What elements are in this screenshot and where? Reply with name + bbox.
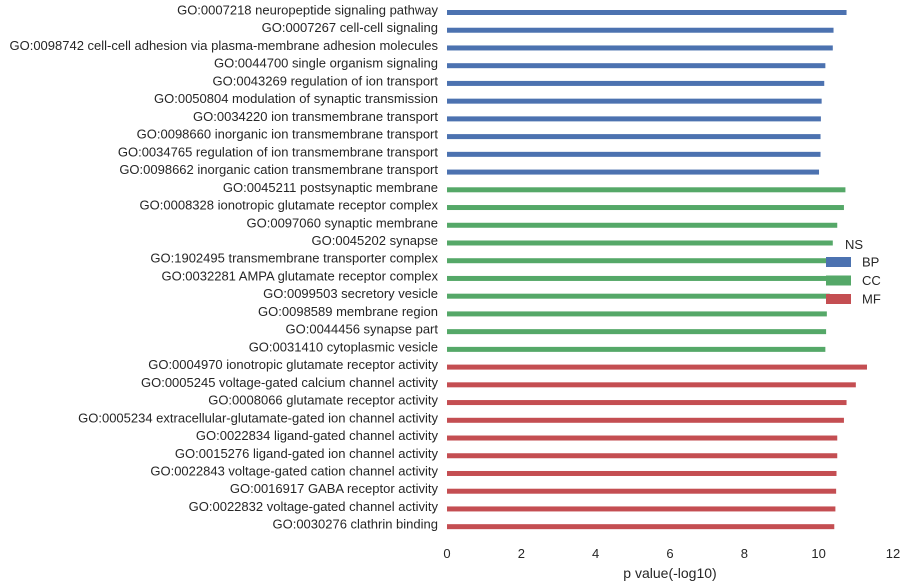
- bar-bp: [447, 169, 820, 175]
- category-label: GO:0099503 secretory vesicle: [263, 286, 438, 301]
- bar-cc: [447, 240, 833, 246]
- category-label: GO:0030276 clathrin binding: [272, 517, 438, 532]
- category-label: GO:1902495 transmembrane transporter com…: [150, 251, 438, 266]
- x-tick-label: 10: [811, 546, 825, 561]
- bar-bp: [447, 116, 821, 122]
- bar-mf: [447, 364, 867, 370]
- bar-bp: [447, 63, 826, 69]
- bar-mf: [447, 524, 835, 530]
- category-label: GO:0005234 extracellular-glutamate-gated…: [78, 410, 438, 425]
- category-label: GO:0045202 synapse: [312, 233, 438, 248]
- x-axis-title: p value(-log10): [623, 565, 716, 581]
- x-tick-label: 6: [666, 546, 673, 561]
- legend-swatch-mf: [826, 294, 851, 304]
- bar-bp: [447, 134, 821, 140]
- legend-label-cc: CC: [862, 273, 881, 288]
- category-label: GO:0050804 modulation of synaptic transm…: [154, 91, 438, 106]
- category-label: GO:0098742 cell-cell adhesion via plasma…: [9, 38, 438, 53]
- bar-mf: [447, 382, 856, 388]
- bar-mf: [447, 400, 847, 406]
- bar-mf: [447, 453, 838, 459]
- category-label: GO:0044700 single organism signaling: [214, 56, 438, 71]
- legend-title: NS: [845, 237, 863, 252]
- bar-cc: [447, 187, 846, 193]
- bar-bp: [447, 45, 833, 51]
- bar-cc: [447, 275, 830, 281]
- category-label: GO:0022843 voltage-gated cation channel …: [150, 463, 438, 478]
- x-tick-label: 12: [886, 546, 900, 561]
- category-label: GO:0004970 ionotropic glutamate receptor…: [148, 357, 438, 372]
- bar-cc: [447, 346, 826, 352]
- category-label: GO:0097060 synaptic membrane: [247, 215, 439, 230]
- category-label: GO:0043269 regulation of ion transport: [213, 73, 439, 88]
- bar-cc: [447, 222, 838, 228]
- category-label: GO:0034765 regulation of ion transmembra…: [118, 144, 439, 159]
- bar-bp: [447, 151, 821, 157]
- x-tick-label: 2: [518, 546, 525, 561]
- x-tick-label: 4: [592, 546, 599, 561]
- bar-bp: [447, 80, 825, 86]
- category-label: GO:0008328 ionotropic glutamate receptor…: [140, 198, 439, 213]
- bars: [447, 10, 867, 530]
- bar-mf: [447, 506, 836, 512]
- bar-bp: [447, 98, 822, 104]
- legend: NS BP CC MF: [826, 237, 881, 307]
- legend-swatch-bp: [826, 257, 851, 267]
- x-tick-labels: 0 2 4 6 8 10 12: [443, 546, 900, 561]
- bar-bp: [447, 10, 847, 15]
- category-label: GO:0098660 inorganic ion transmembrane t…: [137, 127, 439, 142]
- x-tick-label: 0: [443, 546, 450, 561]
- category-label: GO:0098662 inorganic cation transmembran…: [119, 162, 438, 177]
- legend-label-bp: BP: [862, 255, 879, 270]
- x-tick-label: 8: [741, 546, 748, 561]
- bar-cc: [447, 329, 827, 335]
- bar-mf: [447, 470, 837, 476]
- bar-mf: [447, 435, 838, 441]
- category-label: GO:0022834 ligand-gated channel activity: [196, 428, 439, 443]
- bar-bp: [447, 27, 834, 33]
- category-label: GO:0034220 ion transmembrane transport: [193, 109, 438, 124]
- bar-cc: [447, 293, 830, 299]
- bar-cc: [447, 205, 844, 211]
- category-label: GO:0031410 cytoplasmic vesicle: [249, 339, 438, 354]
- legend-label-mf: MF: [862, 292, 881, 307]
- category-label: GO:0098589 membrane region: [258, 304, 438, 319]
- category-label: GO:0044456 synapse part: [286, 322, 439, 337]
- bar-mf: [447, 417, 844, 423]
- bar-cc: [447, 311, 827, 317]
- category-label: GO:0007218 neuropeptide signaling pathwa…: [177, 3, 438, 18]
- bar-cc: [447, 258, 832, 264]
- category-label: GO:0015276 ligand-gated ion channel acti…: [175, 446, 439, 461]
- category-label: GO:0032281 AMPA glutamate receptor compl…: [161, 268, 438, 283]
- category-label: GO:0016917 GABA receptor activity: [230, 481, 439, 496]
- legend-swatch-cc: [826, 275, 851, 286]
- category-labels: GO:0007218 neuropeptide signaling pathwa…: [9, 3, 438, 532]
- category-label: GO:0045211 postsynaptic membrane: [223, 180, 438, 195]
- category-label: GO:0008066 glutamate receptor activity: [208, 393, 438, 408]
- category-label: GO:0022832 voltage-gated channel activit…: [189, 499, 439, 514]
- category-label: GO:0005245 voltage-gated calcium channel…: [141, 375, 439, 390]
- category-label: GO:0007267 cell-cell signaling: [262, 20, 438, 35]
- bar-mf: [447, 488, 837, 494]
